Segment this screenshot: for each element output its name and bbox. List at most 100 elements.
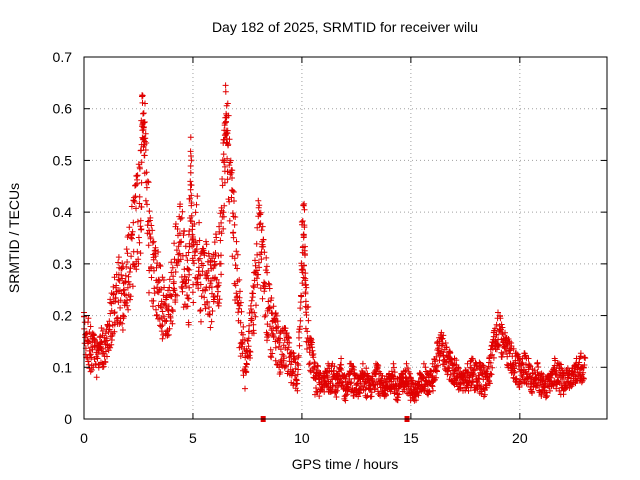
data-point	[580, 375, 587, 381]
data-point	[88, 354, 95, 361]
data-point	[229, 175, 235, 181]
data-point	[102, 338, 109, 345]
data-point	[196, 264, 202, 271]
data-point	[495, 309, 501, 316]
data-point	[156, 277, 163, 284]
data-point	[111, 309, 118, 316]
data-point	[178, 283, 185, 290]
data-point	[131, 199, 138, 205]
data-point	[342, 397, 349, 404]
data-point	[196, 219, 203, 226]
data-point	[183, 252, 190, 259]
data-point	[265, 298, 272, 305]
data-point	[242, 385, 248, 392]
x-tick-label: 5	[189, 430, 197, 446]
data-point	[215, 252, 222, 259]
data-point	[386, 370, 393, 377]
data-point	[506, 350, 513, 357]
data-point	[433, 353, 440, 360]
data-point	[239, 341, 246, 348]
data-point	[187, 169, 194, 176]
data-point	[497, 315, 504, 322]
data-point	[146, 231, 153, 237]
data-point	[255, 197, 262, 204]
data-point	[264, 331, 271, 338]
data-point	[194, 241, 201, 248]
data-point	[173, 247, 180, 254]
data-point	[104, 353, 110, 360]
data-point	[248, 306, 254, 312]
data-point	[295, 362, 302, 369]
data-point	[250, 283, 257, 289]
data-point	[468, 355, 475, 362]
data-point	[108, 341, 115, 348]
data-point	[202, 287, 209, 294]
data-point	[85, 358, 92, 365]
data-point	[90, 364, 97, 371]
data-point	[188, 202, 195, 209]
data-point	[205, 267, 212, 274]
data-point	[92, 360, 99, 367]
data-point	[302, 243, 308, 250]
data-point	[159, 308, 166, 315]
y-tick-label: 0.3	[53, 256, 73, 272]
data-point	[489, 364, 496, 371]
data-point	[188, 182, 195, 189]
data-point	[121, 313, 127, 320]
data-point	[258, 227, 265, 234]
data-point	[260, 243, 267, 250]
data-point	[251, 269, 257, 276]
data-point	[137, 250, 144, 257]
data-point	[347, 380, 354, 387]
data-point	[270, 334, 277, 341]
data-point	[487, 352, 494, 359]
data-point	[207, 259, 214, 266]
data-point	[150, 303, 156, 310]
data-point	[552, 370, 559, 377]
data-point	[351, 370, 358, 377]
data-point	[174, 262, 181, 269]
data-point	[516, 384, 523, 390]
data-point	[429, 372, 436, 379]
data-point	[161, 300, 168, 307]
data-point	[197, 308, 204, 314]
data-point	[143, 169, 150, 176]
data-point	[102, 348, 109, 355]
data-point	[302, 270, 309, 277]
data-point	[252, 257, 258, 264]
data-point	[215, 300, 222, 307]
data-point	[309, 347, 316, 354]
data-point	[132, 263, 138, 270]
data-point	[186, 271, 193, 278]
data-point	[206, 304, 212, 311]
data-point	[158, 328, 165, 335]
data-point	[111, 274, 118, 281]
data-point	[240, 331, 246, 338]
data-point	[261, 279, 267, 286]
data-point	[188, 212, 195, 219]
data-point	[164, 332, 171, 339]
data-point	[187, 186, 194, 193]
data-point	[140, 110, 146, 117]
data-point	[556, 360, 563, 367]
data-point	[225, 112, 232, 119]
data-point	[131, 194, 138, 201]
data-point	[207, 324, 214, 331]
data-point	[120, 287, 127, 294]
data-point	[146, 289, 152, 296]
data-point	[102, 330, 109, 337]
data-point	[364, 370, 371, 377]
data-point	[330, 382, 337, 389]
data-point	[139, 92, 146, 99]
data-point	[233, 248, 240, 255]
data-point	[223, 118, 229, 125]
data-point	[190, 299, 197, 306]
data-point	[236, 294, 243, 301]
data-point	[138, 159, 145, 166]
data-point	[240, 372, 247, 379]
y-tick-label: 0.6	[53, 101, 73, 117]
data-point	[275, 323, 282, 330]
data-point	[492, 337, 499, 344]
data-point	[256, 221, 263, 228]
data-point	[243, 361, 250, 368]
